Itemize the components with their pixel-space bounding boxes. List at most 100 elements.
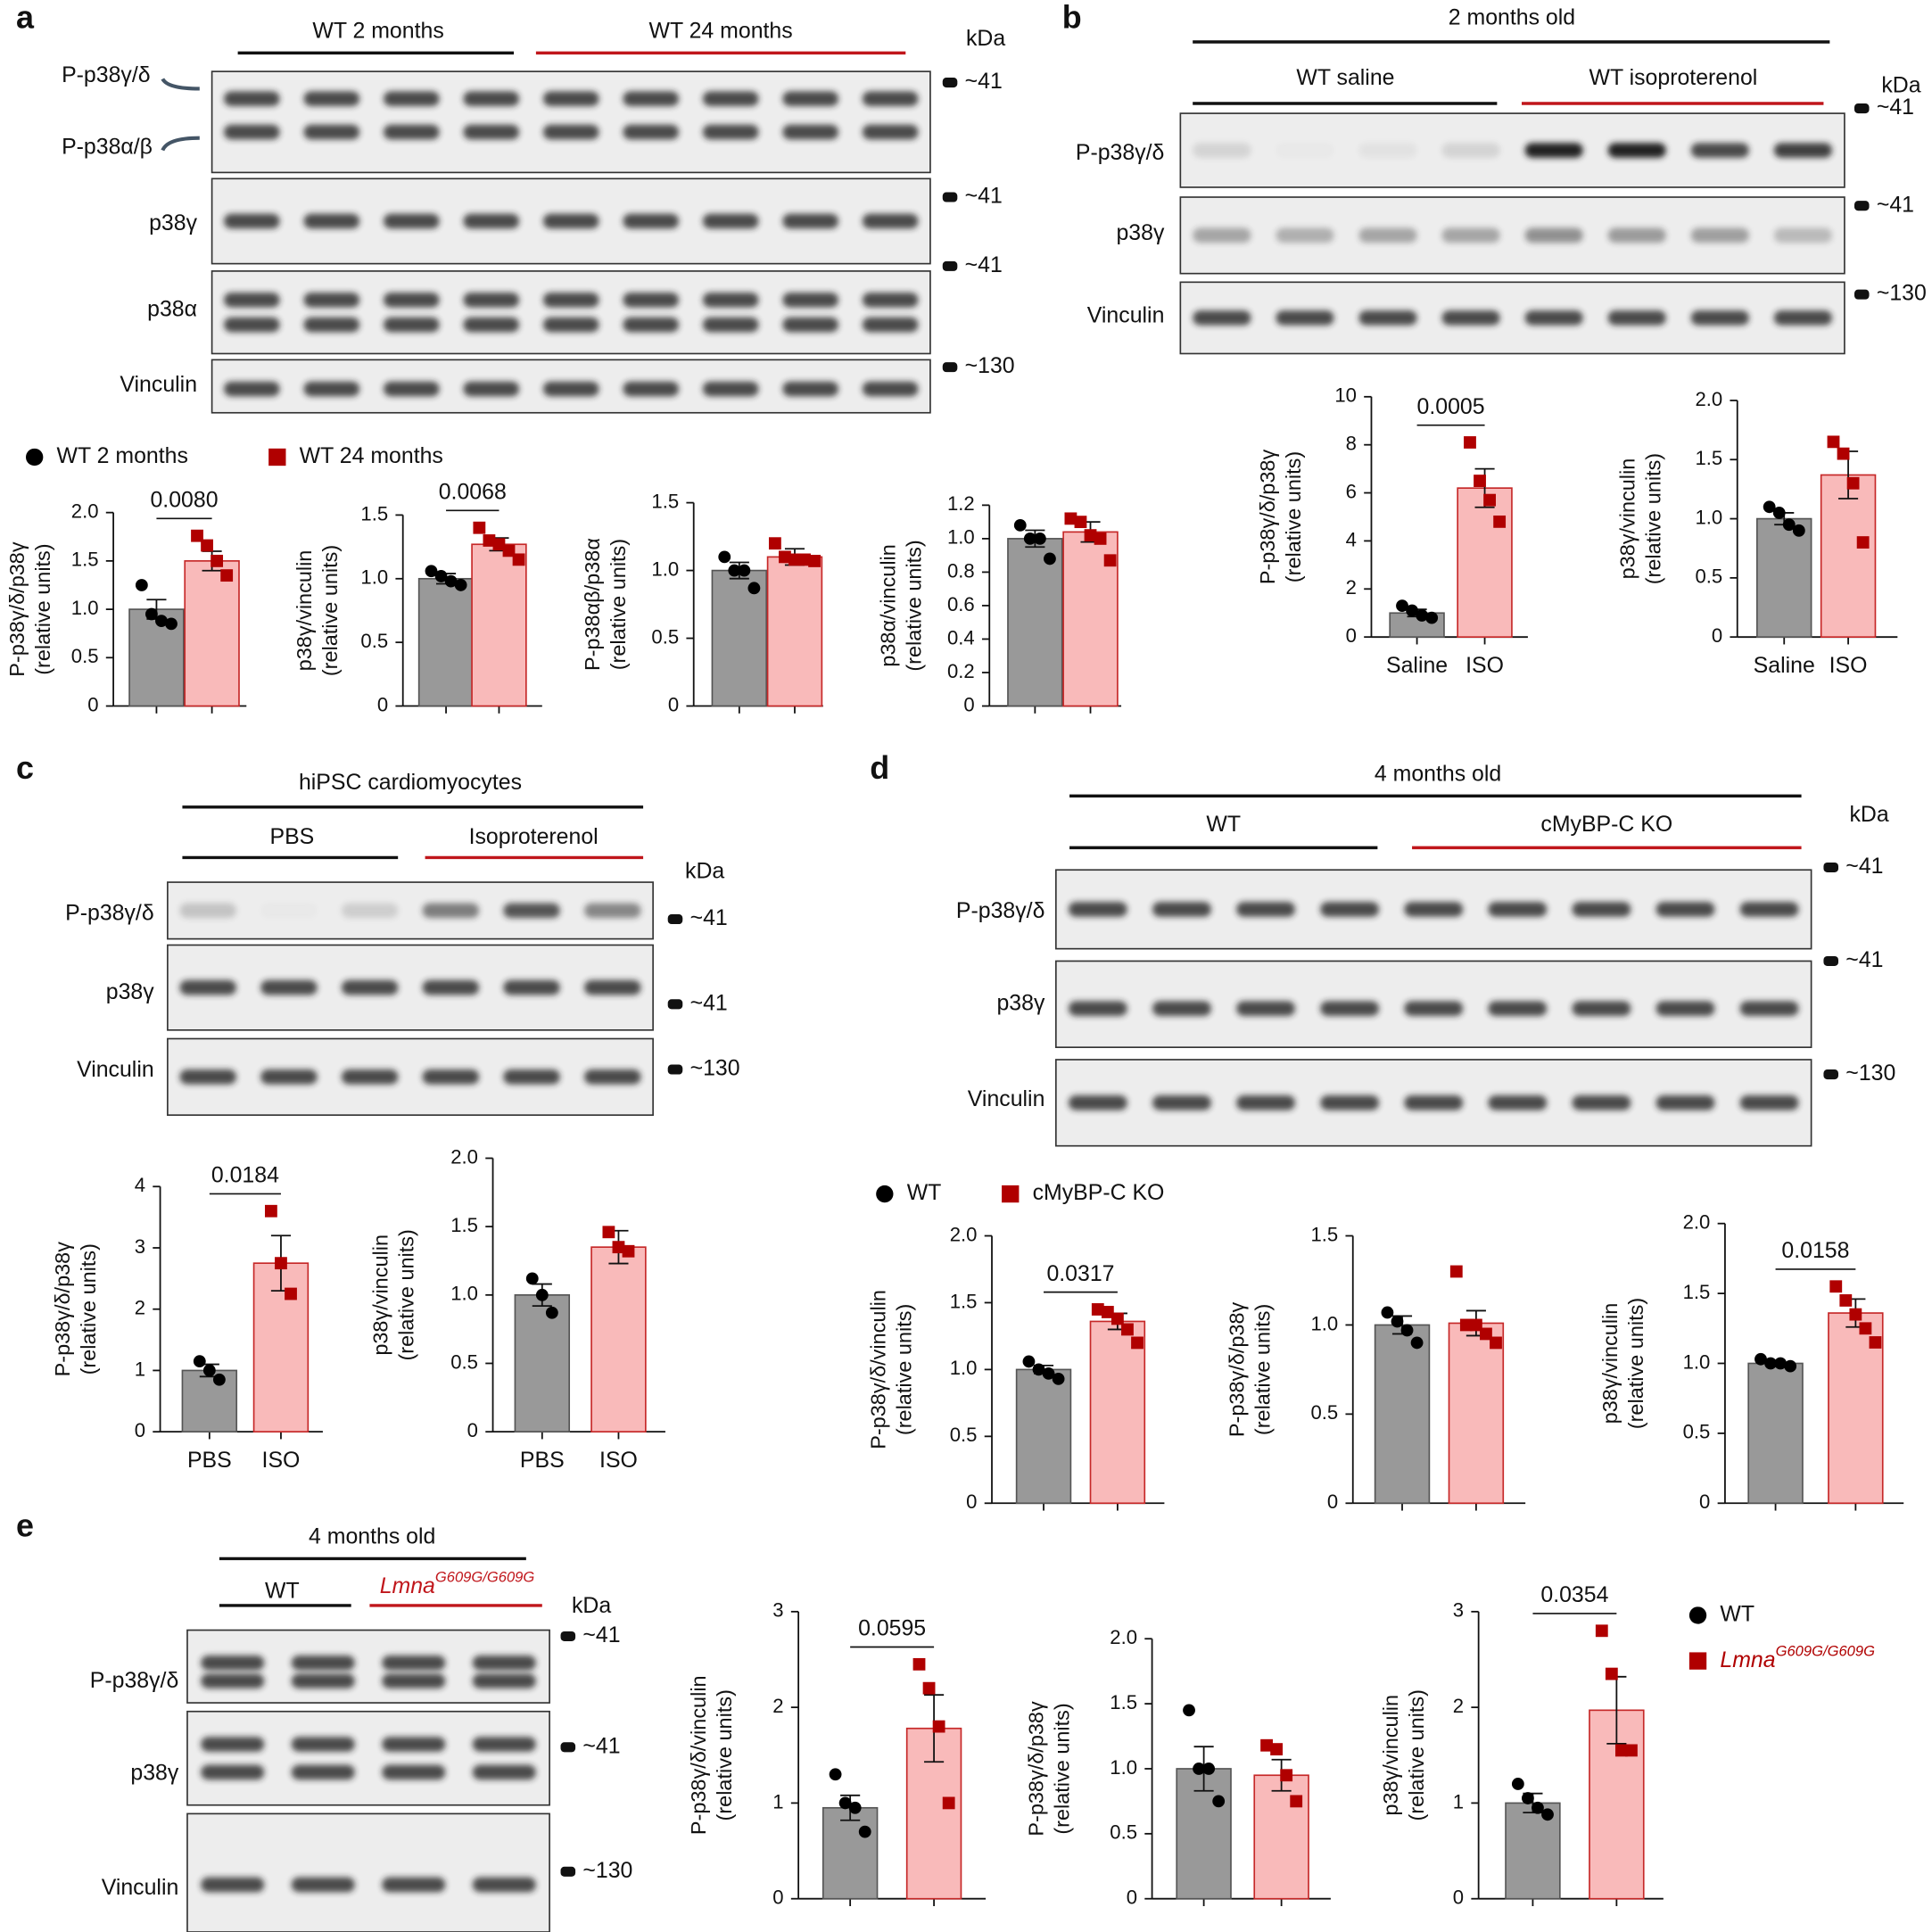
data-point — [1391, 1315, 1404, 1328]
marker-tick — [1823, 1069, 1839, 1080]
data-point — [1094, 532, 1107, 545]
row-label: p38γ — [106, 979, 154, 1004]
row-label: Vinculin — [102, 1875, 179, 1900]
blot — [167, 1037, 654, 1116]
y-tick-label: 0.4 — [947, 626, 975, 648]
data-point — [1064, 512, 1077, 525]
band — [702, 293, 759, 308]
band — [1404, 1001, 1464, 1016]
panel-label: b — [1062, 0, 1082, 36]
band — [862, 213, 919, 229]
marker-tick — [1854, 289, 1870, 300]
data-point — [444, 574, 458, 588]
bar — [822, 1806, 879, 1900]
y-tick-label: 1.5 — [1110, 1691, 1137, 1713]
y-tick-label: 0 — [963, 693, 974, 715]
band — [341, 1069, 399, 1085]
p-value: 0.0080 — [150, 488, 218, 513]
data-point — [1511, 1778, 1524, 1790]
row-label: p38γ — [996, 990, 1044, 1015]
data-point — [1859, 1322, 1872, 1335]
data-point — [1052, 1372, 1065, 1385]
data-point — [1400, 1324, 1414, 1337]
legend-label: WT — [1720, 1602, 1754, 1627]
data-point — [1410, 1336, 1424, 1350]
panel-title: 4 months old — [309, 1524, 435, 1549]
group-label: Isoproterenol — [469, 824, 599, 849]
band — [584, 1069, 641, 1085]
band — [291, 1877, 355, 1893]
marker-tick — [1823, 862, 1839, 873]
y-tick-label: 0.5 — [1695, 566, 1722, 588]
y-axis-label: p38α/vinculin — [877, 544, 900, 667]
band — [862, 91, 919, 106]
y-tick-label: 1 — [1453, 1790, 1464, 1812]
data-point — [1013, 518, 1027, 532]
marker-tick — [1823, 955, 1839, 966]
data-point — [1032, 1363, 1045, 1376]
y-tick-label: 0 — [1699, 1490, 1710, 1513]
band — [1276, 227, 1334, 244]
y-axis-label: P-p38γ/δ/p38γ — [1225, 1301, 1248, 1437]
y-tick-label: 3 — [772, 1599, 783, 1622]
data-point — [858, 1825, 871, 1838]
marker-label: ~41 — [690, 905, 728, 930]
y-tick-label: 8 — [1346, 433, 1357, 455]
data-point — [1764, 1357, 1777, 1370]
data-point — [264, 1204, 277, 1218]
y-tick-label: 2 — [135, 1297, 145, 1319]
group-label: cMyBP-C KO — [1540, 812, 1672, 837]
y-tick-label: 10 — [1334, 384, 1357, 407]
row-label: P-p38γ/δ — [65, 901, 154, 926]
y-tick-label: 0 — [1712, 624, 1722, 647]
legend-marker — [1688, 1652, 1707, 1670]
y-tick-label: 0 — [1127, 1887, 1137, 1909]
data-point — [135, 579, 148, 591]
band — [472, 1655, 536, 1671]
band — [542, 317, 599, 333]
y-tick-label: 2 — [772, 1695, 783, 1717]
data-point — [492, 538, 506, 551]
data-point — [155, 615, 168, 628]
data-point — [1614, 1744, 1628, 1757]
band — [1655, 1001, 1715, 1016]
band — [382, 1877, 446, 1893]
marker-tick — [667, 999, 683, 1010]
band — [702, 213, 759, 229]
band — [201, 1764, 265, 1780]
y-tick-label: 1 — [135, 1358, 145, 1380]
row-label: Vinculin — [968, 1086, 1045, 1111]
band — [179, 979, 236, 995]
band — [179, 903, 236, 919]
band — [584, 903, 641, 919]
band — [383, 317, 440, 333]
marker-tick — [667, 913, 683, 925]
y-tick-label: 2.0 — [450, 1145, 478, 1168]
band — [224, 293, 280, 308]
x-tick-label: ISO — [1829, 653, 1868, 678]
band — [463, 124, 520, 140]
data-point — [1782, 518, 1796, 532]
band — [542, 213, 599, 229]
y-axis-label: P-p38γ/δ/p38γ — [1024, 1701, 1047, 1837]
panel-label: d — [870, 749, 889, 786]
data-point — [191, 529, 203, 542]
data-point — [1483, 493, 1496, 507]
band — [1607, 310, 1666, 326]
band — [1236, 1001, 1295, 1016]
data-point — [942, 1796, 955, 1810]
band — [291, 1673, 355, 1688]
data-point — [1033, 532, 1046, 545]
band — [1441, 227, 1500, 244]
bar — [1448, 1322, 1505, 1505]
data-point — [1212, 1795, 1226, 1808]
y-tick-label: 0.5 — [1683, 1421, 1711, 1443]
band — [341, 979, 399, 995]
data-point — [1101, 1306, 1114, 1318]
y-axis-label: p38γ/vinculin — [1598, 1303, 1622, 1424]
band — [1320, 1001, 1380, 1016]
band — [623, 317, 680, 333]
data-point — [202, 1364, 216, 1377]
blot — [211, 270, 931, 355]
band — [623, 381, 680, 397]
